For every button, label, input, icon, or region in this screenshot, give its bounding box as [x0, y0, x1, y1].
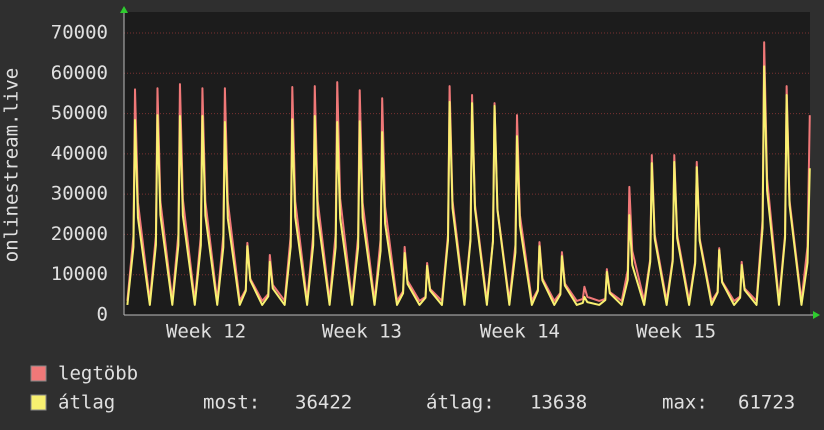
y-tick-label: 60000 — [51, 62, 108, 84]
series-line — [126, 65, 811, 306]
y-tick-label: 30000 — [51, 183, 108, 205]
x-tick-label: Week 13 — [322, 321, 402, 343]
y-tick-label: 50000 — [51, 102, 108, 124]
y-tick-label: 40000 — [51, 142, 108, 164]
stat-label: átlag: — [426, 392, 495, 414]
y-tick-label: 70000 — [51, 22, 108, 44]
x-tick-label: Week 15 — [636, 321, 716, 343]
x-tick-label: Week 14 — [480, 321, 560, 343]
y-axis-arrow — [120, 6, 128, 13]
stat-value: 61723 — [738, 392, 795, 414]
lines — [126, 41, 811, 306]
legend-label: átlag — [58, 392, 115, 414]
legend-label: legtöbb — [58, 363, 138, 385]
stat-label: most: — [203, 392, 260, 414]
y-tick-label: 10000 — [51, 263, 108, 285]
legend-swatch — [30, 365, 47, 382]
stat-value: 36422 — [295, 392, 352, 414]
stat-value: 13638 — [530, 392, 587, 414]
stat-label: max: — [662, 392, 708, 414]
legend: legtöbb átlag most: 36422 átlag: 13638 max: 617… — [30, 363, 795, 414]
x-axis-arrow — [813, 311, 820, 319]
y-tick-label: 0 — [97, 304, 108, 326]
y-tick-label: 20000 — [51, 223, 108, 245]
y-axis-label: onlinestream.live — [1, 68, 23, 262]
x-tick-label: Week 12 — [166, 321, 246, 343]
legend-swatch — [30, 394, 47, 411]
